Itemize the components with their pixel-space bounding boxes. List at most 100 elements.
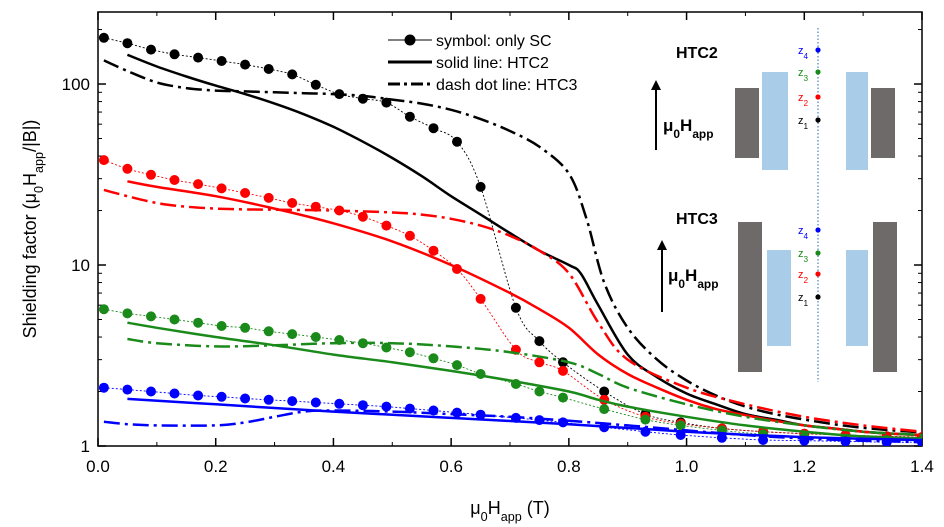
series-z1-solid-line [126,53,922,437]
position-label-z3: z3 [798,67,809,83]
series-z2-point [534,357,545,368]
series-z2-point [98,155,109,166]
series-z3-solid-line [127,321,922,440]
series-z4-point [263,394,274,405]
series-z3-point [216,321,227,331]
position-dot-z3 [815,69,821,75]
inset-htc2-iron-left [735,88,759,158]
series-z2-point [240,188,251,198]
inset-htc3-iron-right [873,222,897,372]
y-tick-label: 100 [62,75,90,94]
series-z4-point [334,398,345,409]
series-z1-point [475,181,486,192]
position-label-z4: z4 [798,45,809,61]
y-axis-title: Shielding factor (μ0Happ/|B|) [20,120,46,339]
position-label-z2: z2 [798,92,809,108]
inset-htc3-sc-left [767,250,791,346]
inset-htc3-iron-left [738,222,762,372]
series-z4-point [716,432,727,443]
series-z4-dashdot-line [103,409,922,444]
series-z1-point [404,111,415,122]
position-dot-z2 [815,271,821,277]
series-z4-point [758,435,769,445]
series-z4-point [240,393,251,404]
series-z1-point [169,49,180,60]
series-z3-point [381,342,392,353]
series-z3-point [640,414,651,425]
position-dot-z2 [815,94,821,100]
legend-entry-label: solid line: HTC2 [436,55,549,72]
series-z4-point [357,400,368,411]
series-z1-point [98,32,109,43]
position-dot-z1 [815,117,821,123]
series-z3-point [534,386,545,397]
series-z2-point [193,179,204,190]
series-z3-point [98,304,109,315]
series-z2-point [357,211,368,222]
series-z4-point [310,397,321,408]
series-z2-point [169,175,180,185]
series-z1-point [240,59,251,70]
series-z4-point [216,391,227,402]
series-z4-point [287,396,298,407]
inset-htc2-sc-right [846,72,868,170]
series-z1-point [287,69,298,80]
series-z2-point [263,192,274,203]
series-z4-point [98,382,109,393]
series-z1-point [558,357,568,368]
position-label-z2: z2 [798,269,809,285]
series-z3-point [122,308,133,319]
inset-htc2-iron-right [871,88,895,158]
series-z1-point [122,38,133,49]
x-tick-label: 1.0 [675,457,699,476]
series-z2-point [404,230,415,241]
series-z1-point [599,386,610,397]
position-label-z1: z1 [798,115,809,131]
field-arrow-head-icon [651,80,661,90]
series-z4-symbol-guide [103,387,922,443]
x-tick-label: 1.4 [910,457,934,476]
series-z4-point [146,386,156,397]
inset-htc3-sc-right [846,250,868,346]
legend-swatch-symbol [404,34,416,46]
applied-field-label: μ0Happ [668,266,718,291]
series-z1-point [428,123,439,134]
series-z3-dashdot-line [127,337,922,437]
x-tick-label: 1.2 [792,457,816,476]
series-z1-point [452,136,462,147]
axis-ticks [97,12,923,447]
series-z1-point [193,52,204,63]
x-axis-title: μ0Happ (T) [470,498,549,524]
series-z1-point [263,64,274,74]
inset-title: HTC3 [676,211,718,228]
x-tick-label: 0.8 [557,457,581,476]
series-z3-point [675,420,686,431]
series-z2-point [381,220,392,231]
series-z1-point [310,79,321,90]
series-z2-point [558,365,568,376]
series-z4-point [381,401,392,412]
inset-htc2-sc-left [762,72,788,170]
series-z2-point [428,245,439,256]
position-dot-z3 [815,250,821,256]
x-tick-label: 0.2 [204,457,228,476]
series-z2-point [216,183,227,194]
series-z3-point [287,329,298,340]
series-z3-point [169,314,180,325]
inset-diagrams: HTC2 μ0Happ z4 z3 z2 z1 HTC3 μ0Happ z4 z3 z2 z1 [651,28,897,382]
series-z3-point [240,322,251,333]
series-z4-point [122,384,133,395]
series-z4-point [452,407,462,418]
series-z3-point [599,404,610,415]
position-dot-z4 [815,47,821,53]
series-z3-point [558,392,568,403]
series-z2-dashdot-line [103,188,922,433]
series-z4-point [193,390,204,401]
series-z3-point [404,347,415,358]
series-z1-point [510,302,521,313]
legend-entry-label: dash dot line: HTC3 [436,77,578,94]
legend-entry-label: symbol: only SC [436,33,552,50]
series-z4-point [169,388,180,399]
axis-tick-labels: 0.0 0.2 0.4 0.6 0.8 1.0 1.2 1.4 1 10 100 [62,75,934,476]
inset-title: HTC2 [676,45,718,62]
